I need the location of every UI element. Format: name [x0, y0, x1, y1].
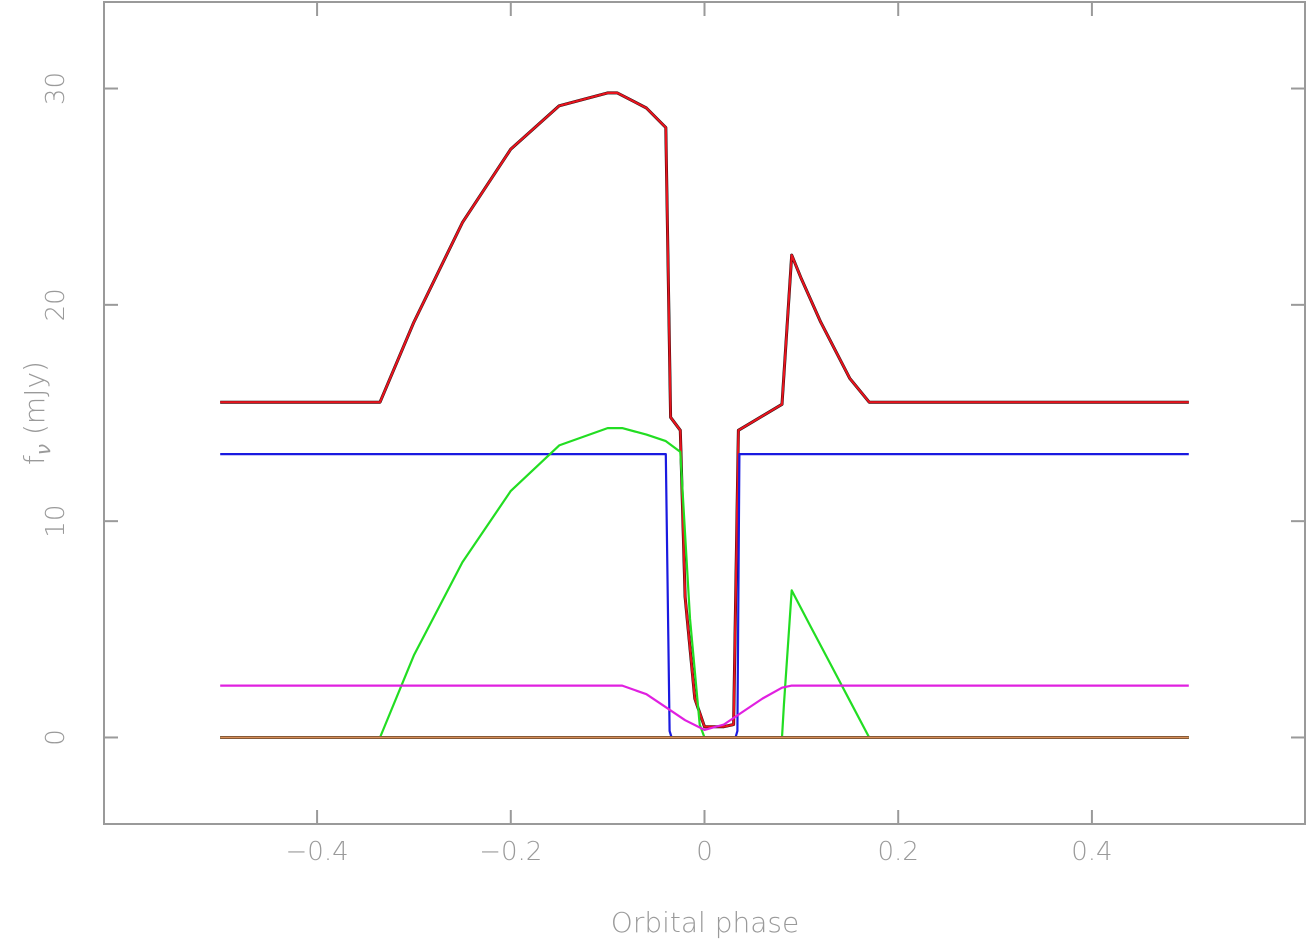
- y-axis-title: fν (mJy): [18, 361, 55, 465]
- y-tick-label-3: 30: [41, 72, 71, 105]
- tick-layer: [104, 2, 1305, 824]
- series-line-2: [220, 453, 1189, 739]
- y-axis-title-subscript: ν: [31, 444, 55, 455]
- series-line-1: [220, 91, 1189, 728]
- series-line-3: [220, 427, 1189, 739]
- y-tick-label-2: 20: [41, 288, 71, 321]
- y-tick-label-1: 10: [41, 505, 71, 538]
- series-line-4: [220, 684, 1189, 732]
- x-tick-label-4: 0.4: [1071, 837, 1112, 867]
- x-tick-label-1: −0.2: [479, 837, 542, 867]
- series-line-0: [220, 91, 1189, 729]
- y-tick-label-0: 0: [41, 729, 71, 746]
- x-tick-label-2: 0: [696, 837, 713, 867]
- series-layer: [220, 91, 1189, 739]
- y-axis-title-main: f: [18, 455, 51, 465]
- x-tick-label-3: 0.2: [878, 837, 919, 867]
- plot-frame: [103, 1, 1306, 825]
- x-axis-title: Orbital phase: [611, 906, 799, 939]
- y-axis-title-unit: (mJy): [18, 361, 51, 444]
- x-tick-label-0: −0.4: [286, 837, 349, 867]
- tick-label-layer: −0.4 −0.2 0 0.2 0.4 0 10 20 30: [41, 72, 1113, 867]
